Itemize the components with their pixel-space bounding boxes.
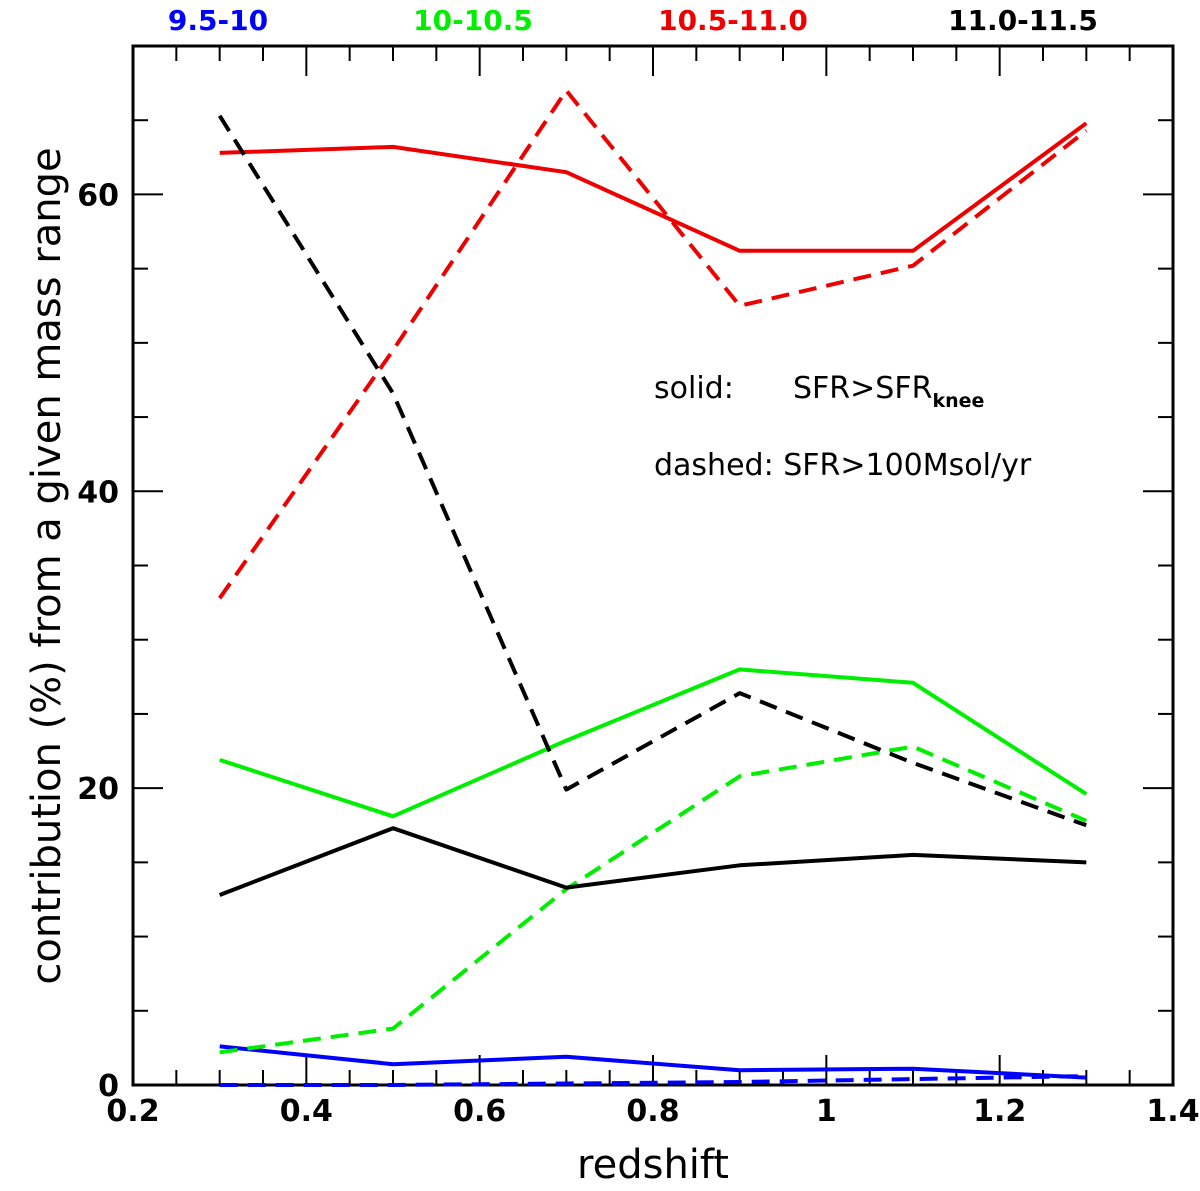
y-tick-label-0: 0 [98, 1069, 119, 1104]
series-line-9-5-10-solid [219, 1044, 1087, 1080]
annotation-dashed: dashed: SFR>100Msol/yr [654, 448, 1032, 483]
series-line-11-0-11-5-solid [218, 826, 1087, 897]
series-line-10-5-11-0-solid [219, 121, 1088, 253]
x-tick-label-0-8: 0.8 [626, 1094, 679, 1129]
y-axis-title: contribution (%) from a given mass range [24, 147, 70, 984]
x-tick-label-0-4: 0.4 [280, 1094, 333, 1129]
y-tick-label-20: 20 [77, 772, 119, 807]
x-tick-label-0-6: 0.6 [453, 1094, 506, 1129]
annotation-solid-subscript: knee [932, 390, 984, 412]
x-tick-label-0-2: 0.2 [106, 1094, 159, 1129]
x-axis-title: redshift [577, 1142, 729, 1188]
axis-ticks [132, 45, 1174, 1086]
legend-entry-10-5-11-0: 10.5-11.0 [658, 4, 808, 37]
legend-entry-10-10-5: 10-10.5 [413, 4, 533, 37]
x-tick-label-1-4: 1.4 [1146, 1094, 1199, 1129]
axis-tick-labels: 0.2 0.4 0.6 0.8 1 1.2 1.4 0 20 40 60 [77, 178, 1199, 1129]
series-line-10-5-11-0-dashed [218, 88, 1088, 600]
annotation-solid: solid: SFR>SFRknee [654, 371, 984, 412]
series-line-10-10-5-dashed [219, 744, 1088, 1055]
annotation-solid-main: SFR>SFR [793, 371, 932, 406]
legend: 9.5-10 10-10.5 10.5-11.0 11.0-11.5 [168, 4, 1098, 37]
series-lines [218, 88, 1088, 1087]
legend-entry-9-5-10: 9.5-10 [168, 4, 268, 37]
x-tick-label-1-2: 1.2 [973, 1094, 1026, 1129]
y-tick-label-60: 60 [77, 178, 119, 213]
series-line-9-5-10-dashed [219, 1074, 1087, 1087]
y-tick-label-40: 40 [77, 475, 119, 510]
series-line-10-10-5-solid [219, 667, 1088, 819]
x-tick-label-1: 1 [816, 1094, 837, 1129]
legend-entry-11-0-11-5: 11.0-11.5 [948, 4, 1098, 37]
annotation-solid-prefix: solid: [654, 371, 734, 406]
plot-frame [131, 44, 1175, 1087]
